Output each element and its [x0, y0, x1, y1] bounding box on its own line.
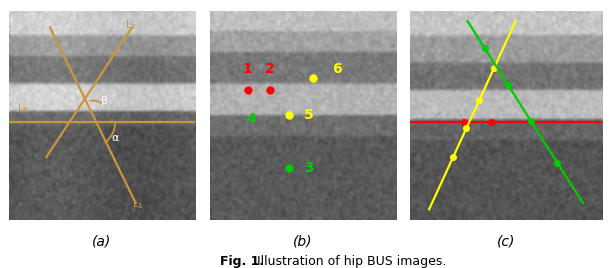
Text: $\mathregular{L_1}$: $\mathregular{L_1}$	[132, 197, 144, 211]
Text: $\mathregular{\beta}$: $\mathregular{\beta}$	[100, 94, 109, 108]
Text: 5: 5	[304, 108, 314, 122]
Text: $\mathregular{L_2}$: $\mathregular{L_2}$	[124, 18, 136, 32]
Text: (a): (a)	[92, 234, 112, 248]
Text: 1: 1	[243, 62, 253, 76]
Text: (b): (b)	[293, 234, 313, 248]
Text: 4: 4	[246, 112, 256, 126]
Text: 3: 3	[304, 161, 314, 174]
Text: (c): (c)	[497, 234, 515, 248]
Text: Illustration of hip BUS images.: Illustration of hip BUS images.	[253, 255, 447, 268]
Text: $\mathregular{L_B}$: $\mathregular{L_B}$	[16, 102, 29, 115]
Text: $\mathregular{\alpha}$: $\mathregular{\alpha}$	[112, 133, 120, 143]
Text: 2: 2	[265, 62, 275, 76]
Text: Fig. 1.: Fig. 1.	[220, 255, 264, 268]
Text: 6: 6	[332, 62, 342, 76]
